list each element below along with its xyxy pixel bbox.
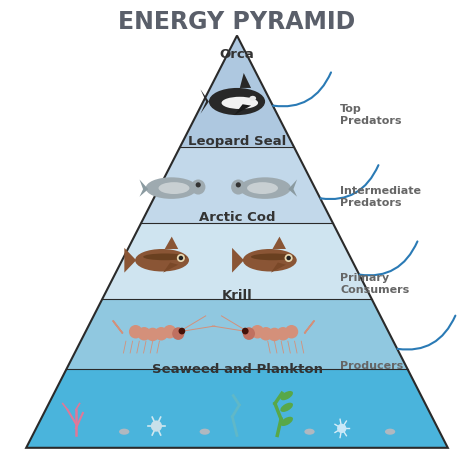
Text: Leopard Seal: Leopard Seal xyxy=(188,135,286,147)
Ellipse shape xyxy=(146,328,159,341)
Ellipse shape xyxy=(280,391,293,400)
Ellipse shape xyxy=(259,327,273,340)
Polygon shape xyxy=(139,180,148,197)
Text: Seaweed and Plankton: Seaweed and Plankton xyxy=(152,363,322,376)
Ellipse shape xyxy=(231,180,246,194)
Circle shape xyxy=(242,328,249,335)
Ellipse shape xyxy=(251,254,294,260)
Polygon shape xyxy=(163,263,178,273)
Circle shape xyxy=(151,420,162,432)
Polygon shape xyxy=(180,36,294,147)
Text: Orca: Orca xyxy=(219,48,255,61)
Ellipse shape xyxy=(135,249,189,272)
Text: Top
Predators: Top Predators xyxy=(340,104,401,126)
Polygon shape xyxy=(273,237,286,249)
Ellipse shape xyxy=(268,328,281,341)
Ellipse shape xyxy=(304,428,315,435)
Circle shape xyxy=(284,254,292,262)
Polygon shape xyxy=(288,180,297,197)
Ellipse shape xyxy=(137,327,151,340)
Polygon shape xyxy=(66,300,408,369)
Circle shape xyxy=(179,328,185,335)
Ellipse shape xyxy=(251,325,264,338)
Ellipse shape xyxy=(172,327,184,340)
Ellipse shape xyxy=(239,177,291,199)
Polygon shape xyxy=(201,89,209,114)
Ellipse shape xyxy=(129,325,142,338)
Polygon shape xyxy=(26,369,448,448)
Polygon shape xyxy=(232,248,244,273)
Text: Arctic Cod: Arctic Cod xyxy=(199,211,275,224)
Text: Krill: Krill xyxy=(222,289,252,302)
Text: Producers: Producers xyxy=(340,361,403,371)
Circle shape xyxy=(337,424,346,433)
FancyArrowPatch shape xyxy=(360,241,418,275)
Ellipse shape xyxy=(280,417,293,426)
Circle shape xyxy=(177,254,185,262)
Ellipse shape xyxy=(143,254,186,260)
Polygon shape xyxy=(102,223,372,300)
FancyArrowPatch shape xyxy=(273,73,331,106)
Ellipse shape xyxy=(280,403,293,412)
Ellipse shape xyxy=(276,327,290,340)
Circle shape xyxy=(196,182,201,187)
Text: Intermediate
Predators: Intermediate Predators xyxy=(340,186,421,208)
Text: Primary
Consumers: Primary Consumers xyxy=(340,273,410,295)
Ellipse shape xyxy=(119,428,129,435)
Ellipse shape xyxy=(191,180,205,194)
Ellipse shape xyxy=(243,249,297,272)
Ellipse shape xyxy=(221,97,258,109)
Ellipse shape xyxy=(285,325,298,338)
Ellipse shape xyxy=(385,428,395,435)
Ellipse shape xyxy=(247,182,278,194)
Ellipse shape xyxy=(163,325,176,338)
Ellipse shape xyxy=(146,177,197,199)
Polygon shape xyxy=(124,248,136,273)
FancyArrowPatch shape xyxy=(398,316,456,349)
Polygon shape xyxy=(165,237,178,249)
Ellipse shape xyxy=(200,428,210,435)
Circle shape xyxy=(179,256,183,260)
Ellipse shape xyxy=(249,96,256,100)
Text: ENERGY PYRAMID: ENERGY PYRAMID xyxy=(118,10,356,34)
Ellipse shape xyxy=(243,327,255,340)
Ellipse shape xyxy=(209,88,265,115)
Ellipse shape xyxy=(158,182,190,194)
Ellipse shape xyxy=(155,327,168,340)
Polygon shape xyxy=(271,263,286,273)
Polygon shape xyxy=(240,73,251,88)
FancyArrowPatch shape xyxy=(321,165,378,199)
Circle shape xyxy=(236,182,241,187)
Polygon shape xyxy=(234,104,251,115)
Polygon shape xyxy=(141,147,333,223)
Circle shape xyxy=(286,256,291,260)
